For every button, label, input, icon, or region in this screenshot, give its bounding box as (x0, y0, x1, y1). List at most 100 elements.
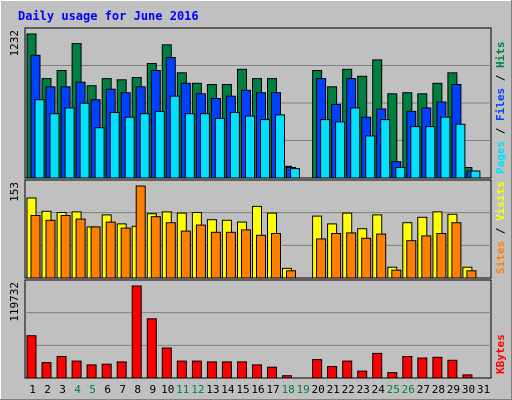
bar-sites-day-27 (421, 235, 432, 279)
bar-kbytes-day-7 (116, 361, 127, 379)
bar-sites-day-1 (30, 215, 41, 279)
x-tick-label-day-20: 20 (311, 383, 324, 396)
bar-pages-day-7 (124, 116, 135, 179)
bar-pages-day-6 (109, 112, 120, 179)
bar-pages-day-5 (94, 127, 105, 179)
bar-kbytes-day-28 (432, 356, 443, 379)
x-tick-label-day-9: 9 (149, 383, 156, 396)
legend-entry-hits: Hits (494, 42, 507, 69)
plot-area-kbytes (24, 279, 492, 379)
bar-kbytes-day-23 (357, 370, 368, 379)
x-tick-label-day-18: 18 (281, 383, 294, 396)
x-tick-label-day-26: 26 (402, 383, 415, 396)
bar-kbytes-day-17 (267, 366, 277, 379)
legend-kbytes: KBytes (494, 334, 507, 374)
bar-kbytes-day-29 (447, 359, 458, 379)
bar-kbytes-day-16 (252, 364, 262, 379)
bar-sites-day-30 (466, 270, 477, 279)
x-tick-label-day-1: 1 (29, 383, 36, 396)
bar-sites-day-8 (135, 185, 146, 279)
bar-pages-day-26 (410, 126, 421, 179)
bar-kbytes-day-5 (86, 364, 97, 379)
bar-pages-day-18 (290, 168, 300, 179)
x-tick-label-day-14: 14 (221, 383, 235, 396)
x-tick-label-day-22: 22 (342, 383, 355, 396)
bar-kbytes-day-1 (26, 335, 37, 379)
legend-entry-pages: Pages (494, 141, 507, 174)
bar-kbytes-day-11 (176, 360, 187, 379)
y-max-label: 119732 (8, 282, 21, 322)
bar-kbytes-day-26 (402, 356, 413, 379)
bar-kbytes-day-6 (101, 363, 112, 379)
bar-pages-day-2 (49, 113, 60, 179)
x-tick-label-day-31: 31 (477, 383, 490, 396)
x-tick-label-day-4: 4 (74, 383, 81, 396)
bar-sites-day-18 (286, 270, 296, 279)
bar-sites-day-23 (361, 237, 372, 279)
bar-pages-day-14 (229, 112, 240, 179)
x-tick-label-day-16: 16 (251, 383, 264, 396)
bar-sites-day-22 (346, 232, 357, 279)
bar-pages-day-29 (455, 123, 466, 179)
x-tick-label-day-3: 3 (59, 383, 66, 396)
x-tick-label-day-28: 28 (432, 383, 445, 396)
x-tick-label-day-30: 30 (462, 383, 475, 396)
x-tick-label-day-6: 6 (104, 383, 111, 396)
bar-kbytes-day-12 (191, 360, 202, 379)
bar-pages-day-12 (199, 113, 210, 179)
y-max-label: 1232 (8, 30, 21, 57)
x-tick-label-day-27: 27 (417, 383, 430, 396)
bar-sites-day-29 (451, 222, 462, 279)
bar-sites-day-4 (75, 218, 86, 279)
bar-kbytes-day-4 (71, 360, 82, 379)
bar-pages-day-4 (79, 102, 90, 179)
bar-pages-day-13 (214, 117, 225, 179)
legend-visits-sites: Sites / Visits (494, 181, 507, 274)
bar-sites-day-25 (391, 269, 402, 279)
x-tick-label-day-19: 19 (296, 383, 309, 396)
bar-sites-day-20 (316, 238, 327, 279)
bar-sites-day-24 (376, 233, 387, 279)
bar-sites-day-13 (210, 231, 221, 279)
bar-pages-day-22 (350, 107, 361, 179)
bar-kbytes-day-15 (237, 361, 247, 379)
bar-kbytes-day-25 (387, 372, 398, 379)
legend-separator: / (494, 68, 507, 88)
bar-pages-day-28 (440, 116, 451, 179)
x-axis-labels: 1 2 3 4 5 6 7 8 9 10 11 12 13 14 15 16 17 18 19 20 21 22 23 24 2… (29, 383, 490, 396)
x-tick-label-day-21: 21 (327, 383, 340, 396)
legend-separator: / (494, 121, 507, 141)
bar-sites-day-2 (45, 219, 56, 279)
x-tick-label-day-12: 12 (191, 383, 204, 396)
x-tick-label-day-24: 24 (372, 383, 386, 396)
bar-pages-day-10 (169, 95, 180, 179)
bar-sites-day-15 (241, 229, 251, 279)
bar-kbytes-day-13 (206, 361, 217, 379)
bar-pages-day-11 (184, 113, 195, 179)
bar-pages-day-24 (380, 119, 391, 179)
bar-kbytes-day-9 (146, 318, 157, 379)
bar-pages-day-1 (34, 99, 45, 179)
bar-pages-day-25 (395, 167, 406, 179)
bar-kbytes-day-21 (327, 366, 338, 379)
legend-entry-sites: Sites (494, 241, 507, 274)
bar-sites-day-26 (406, 240, 417, 279)
legend-hits-files-pages: Pages / Files / Hits (494, 42, 507, 175)
bar-sites-day-28 (436, 233, 447, 279)
x-tick-label-day-15: 15 (236, 383, 249, 396)
x-tick-label-day-23: 23 (357, 383, 370, 396)
x-tick-label-day-10: 10 (161, 383, 174, 396)
panel-visits-sites: 153 Sites / Visits (8, 179, 507, 279)
x-tick-label-day-5: 5 (89, 383, 96, 396)
bar-kbytes-day-3 (56, 356, 67, 379)
bar-sites-day-7 (120, 227, 131, 279)
bar-kbytes-day-8 (131, 285, 142, 379)
x-tick-label-day-17: 17 (266, 383, 279, 396)
bar-sites-day-5 (90, 226, 101, 279)
legend-entry-kbytes: KBytes (494, 334, 507, 374)
x-tick-label-day-29: 29 (447, 383, 460, 396)
panel-hits-files-pages: 1232 Pages / Files / Hits (8, 27, 507, 179)
bar-sites-day-3 (60, 215, 71, 279)
bar-kbytes-day-2 (41, 362, 52, 379)
